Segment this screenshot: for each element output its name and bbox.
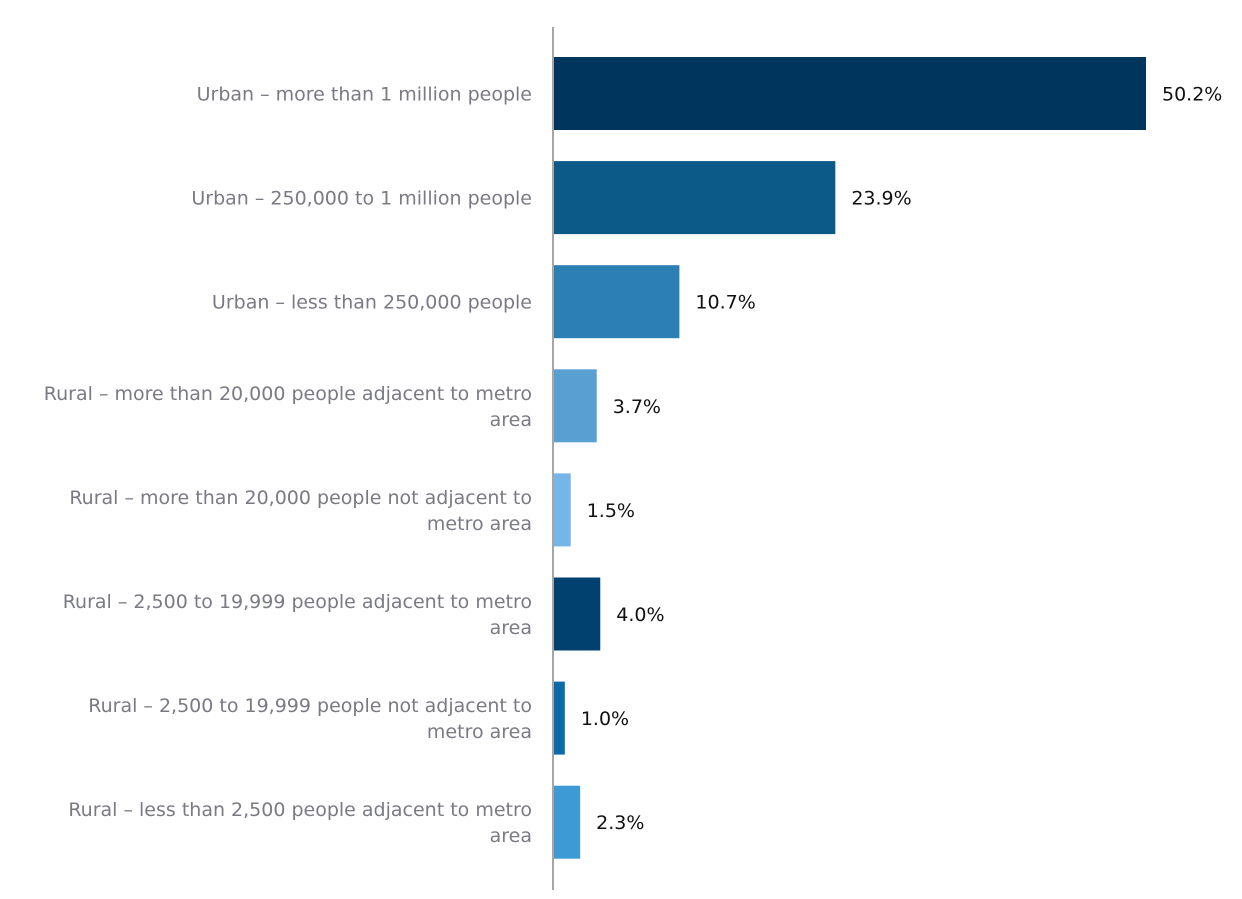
bars-layer	[553, 57, 1146, 859]
category-label-line: Rural – more than 20,000 people adjacent…	[44, 383, 532, 405]
category-label-line: Rural – more than 20,000 people not adja…	[69, 487, 532, 509]
value-label: 4.0%	[616, 604, 664, 626]
category-label-line: area	[490, 617, 532, 639]
value-label: 10.7%	[695, 292, 755, 314]
category-label-line: Urban – 250,000 to 1 million people	[191, 188, 532, 210]
bar-3	[553, 265, 680, 339]
value-label: 23.9%	[851, 188, 911, 210]
category-label: Rural – more than 20,000 people not adja…	[69, 487, 532, 535]
category-label: Urban – 250,000 to 1 million people	[191, 188, 532, 210]
category-label: Rural – more than 20,000 people adjacent…	[44, 383, 532, 431]
bar-6	[553, 577, 601, 651]
category-label: Rural – 2,500 to 19,999 people adjacent …	[63, 591, 532, 639]
value-label: 1.0%	[581, 708, 629, 730]
bar-8	[553, 785, 581, 859]
category-label-line: Rural – less than 2,500 people adjacent …	[68, 799, 532, 821]
bar-4	[553, 369, 597, 443]
category-label: Rural – less than 2,500 people adjacent …	[68, 799, 532, 847]
value-label: 1.5%	[587, 500, 635, 522]
category-label-line: Urban – less than 250,000 people	[212, 292, 532, 314]
labels-layer: 50.2% Urban – more than 1 million people 2…	[44, 84, 1223, 848]
category-label: Urban – more than 1 million people	[197, 84, 532, 106]
category-label: Urban – less than 250,000 people	[212, 292, 532, 314]
category-label: Rural – 2,500 to 19,999 people not adjac…	[88, 695, 532, 743]
category-label-line: Urban – more than 1 million people	[197, 84, 532, 106]
value-label: 3.7%	[613, 396, 661, 418]
category-label-line: area	[490, 825, 532, 847]
category-label-line: metro area	[427, 721, 532, 743]
category-label-line: area	[490, 409, 532, 431]
category-label-line: metro area	[427, 513, 532, 535]
value-label: 50.2%	[1162, 84, 1222, 106]
bar-2	[553, 161, 836, 235]
category-label-line: Rural – 2,500 to 19,999 people adjacent …	[63, 591, 532, 613]
bar-7	[553, 681, 565, 755]
bar-1	[553, 57, 1146, 130]
category-label-line: Rural – 2,500 to 19,999 people not adjac…	[88, 695, 532, 717]
value-label: 2.3%	[596, 812, 644, 834]
bar-5	[553, 473, 571, 547]
